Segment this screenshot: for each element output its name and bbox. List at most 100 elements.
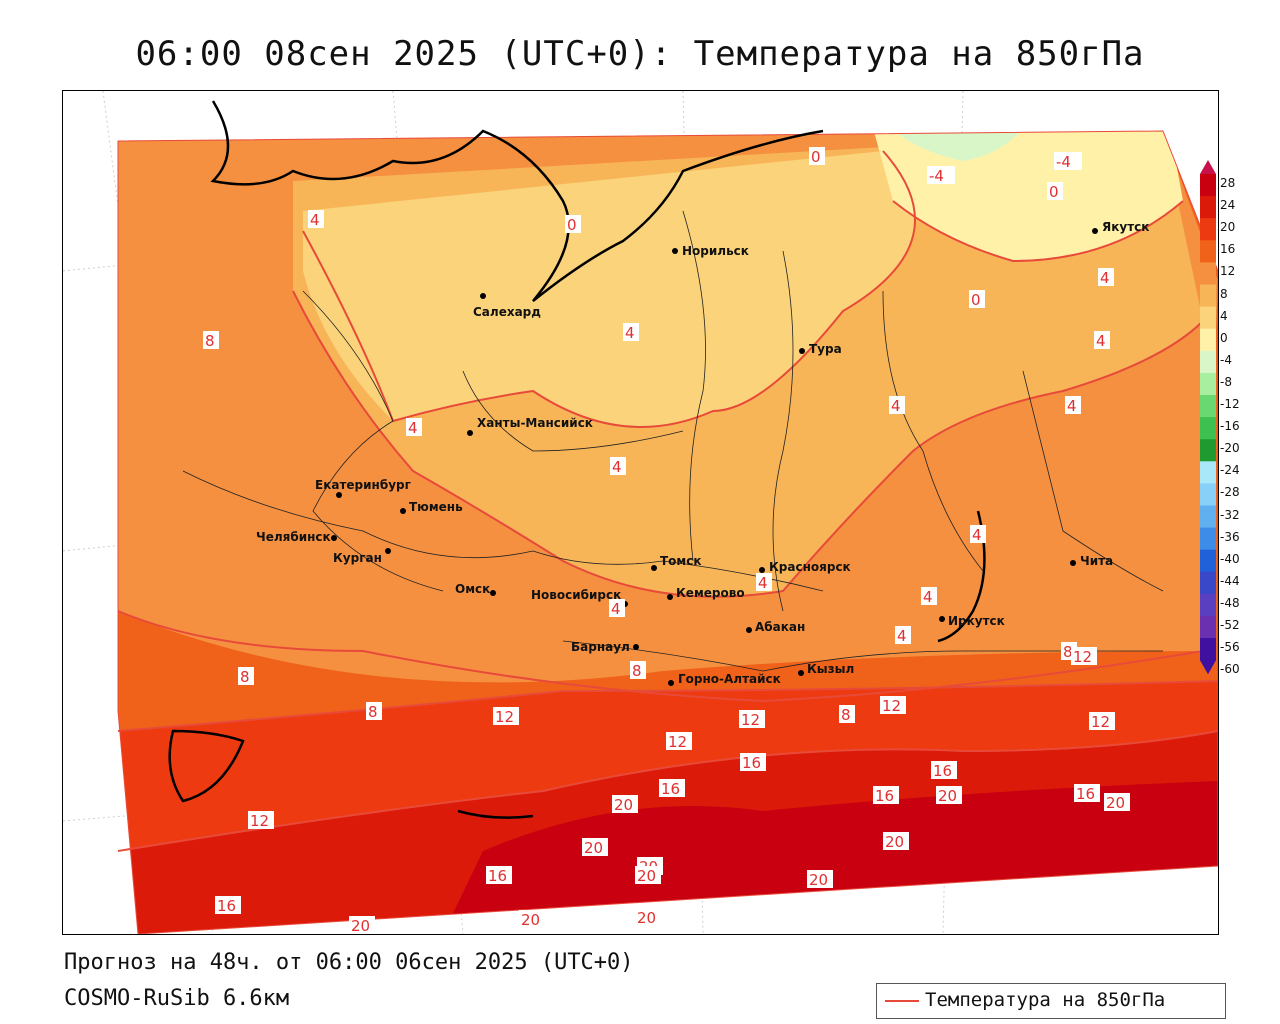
isotherm-label: 12 xyxy=(1089,712,1115,731)
colorbar-tick-label: -60 xyxy=(1220,662,1240,677)
svg-text:-4: -4 xyxy=(929,167,944,185)
isotherm-label: 4 xyxy=(895,626,911,645)
city-chelyabinsk: Челябинск xyxy=(256,530,337,544)
map-title: 06:00 08сен 2025 (UTC+0): Температура на… xyxy=(135,34,1145,74)
svg-text:4: 4 xyxy=(625,324,635,342)
colorbar-segment xyxy=(1200,461,1216,484)
svg-text:0: 0 xyxy=(1049,183,1059,201)
svg-text:4: 4 xyxy=(923,588,933,606)
legend: Температура на 850гПа xyxy=(876,983,1226,1019)
city-irkutsk: Иркутск xyxy=(939,614,1005,628)
colorbar-tick-label: -24 xyxy=(1220,463,1240,478)
legend-label: Температура на 850гПа xyxy=(925,989,1166,1011)
svg-text:4: 4 xyxy=(1096,332,1106,350)
isotherm-label: 4 xyxy=(921,587,937,606)
isotherm-label: 8 xyxy=(366,702,382,721)
colorbar-tick-label: -40 xyxy=(1220,551,1240,566)
isotherm-label: 0 xyxy=(1047,182,1063,201)
temperature-field xyxy=(118,131,1218,934)
colorbar-tick-label: -12 xyxy=(1220,397,1240,411)
colorbar-segment xyxy=(1200,616,1216,639)
isotherm-label: 4 xyxy=(1098,268,1114,287)
city-abakan: Абакан xyxy=(746,620,805,634)
city-omsk: Омск xyxy=(455,582,496,596)
colorbar-tick-label: -48 xyxy=(1220,595,1240,610)
isotherm-label: 12 xyxy=(1071,647,1097,666)
isotherm-label: 8 xyxy=(238,667,254,686)
svg-text:4: 4 xyxy=(1100,269,1110,287)
colorbar-segment xyxy=(1200,306,1216,330)
svg-text:8: 8 xyxy=(841,706,851,724)
isotherm-label: 16 xyxy=(659,779,685,798)
svg-text:20: 20 xyxy=(1106,794,1125,812)
colorbar-tick-label: 16 xyxy=(1220,242,1236,257)
svg-text:Якутск: Якутск xyxy=(1102,220,1149,234)
colorbar-tick-label: 0 xyxy=(1220,330,1228,345)
city-khanty-mansiysk: Ханты-Мансийск xyxy=(467,416,593,436)
colorbar-tick-label: -32 xyxy=(1220,507,1240,522)
svg-text:20: 20 xyxy=(637,867,656,885)
colorbar-segment xyxy=(1200,240,1216,263)
city-tura: Тура xyxy=(799,342,842,356)
colorbar-segment xyxy=(1200,505,1216,529)
isotherm-label: 12 xyxy=(739,710,765,729)
city-barnaul: Барнаул xyxy=(571,640,639,654)
svg-text:Салехард: Салехард xyxy=(473,305,541,319)
svg-text:20: 20 xyxy=(614,796,633,814)
isotherm-label: 20 xyxy=(349,916,375,934)
svg-text:20: 20 xyxy=(809,871,828,889)
svg-text:Курган: Курган xyxy=(333,551,382,565)
city-kyzyl: Кызыл xyxy=(798,662,854,676)
isotherm-label: 16 xyxy=(873,786,899,805)
svg-text:20: 20 xyxy=(885,833,904,851)
isotherm-label: 12 xyxy=(880,696,906,715)
svg-text:16: 16 xyxy=(1076,785,1095,803)
svg-text:4: 4 xyxy=(408,419,418,437)
isotherm-label: 12 xyxy=(248,811,274,830)
colorbar-segment xyxy=(1200,372,1216,396)
isotherm-labels: 0 0 0 0 -4 -4 4 4 4 4 4 4 4 4 4 4 4 4 4 … xyxy=(203,147,1130,934)
isotherm-label: -4 xyxy=(927,166,955,185)
svg-text:Омск: Омск xyxy=(455,582,490,596)
colorbar-segment xyxy=(1200,350,1216,374)
isotherm-lines xyxy=(117,150,1218,852)
svg-text:Челябинск: Челябинск xyxy=(256,530,331,544)
isotherm-label: 0 xyxy=(809,147,825,166)
svg-text:-4: -4 xyxy=(1056,153,1071,171)
svg-text:Иркутск: Иркутск xyxy=(948,614,1005,628)
colorbar-segment xyxy=(1200,262,1216,285)
legend-line-swatch xyxy=(885,1000,919,1002)
isotherm-label: 16 xyxy=(486,866,512,885)
svg-text:Барнаул: Барнаул xyxy=(571,640,630,654)
isotherm-label: 4 xyxy=(889,396,905,415)
colorbar-tick-label: 12 xyxy=(1220,264,1236,279)
colorbar-segment xyxy=(1200,571,1216,595)
svg-text:20: 20 xyxy=(351,917,370,934)
svg-text:20: 20 xyxy=(637,909,656,927)
colorbar-max-arrow xyxy=(1200,160,1216,174)
city-kemerovo: Кемерово xyxy=(667,586,745,600)
colorbar-segment xyxy=(1200,638,1216,661)
city-tomsk: Томск xyxy=(651,554,702,571)
colorbar xyxy=(1200,160,1216,694)
isotherm-label: 8 xyxy=(630,661,646,680)
isotherm-label: 12 xyxy=(666,732,692,751)
model-name: COSMO-RuSib 6.6км xyxy=(64,986,290,1011)
svg-text:Новосибирск: Новосибирск xyxy=(531,588,621,602)
svg-text:Красноярск: Красноярск xyxy=(769,560,851,574)
isotherm-label: 4 xyxy=(970,525,986,544)
colorbar-tick-label: 28 xyxy=(1220,176,1236,190)
isotherm-label: 20 xyxy=(582,838,608,857)
colorbar-tick-label: -52 xyxy=(1220,618,1240,632)
city-gorno-altaysk: Горно-Алтайск xyxy=(668,672,781,686)
colorbar-segment xyxy=(1200,439,1216,462)
isotherm-label: 4 xyxy=(756,573,772,592)
city-yekaterinburg: Екатеринбург xyxy=(315,478,411,498)
svg-text:16: 16 xyxy=(488,867,507,885)
colorbar-tick-label: -44 xyxy=(1220,573,1240,588)
city-yakutsk: Якутск xyxy=(1092,220,1149,234)
colorbar-tick-label: -20 xyxy=(1220,441,1240,456)
svg-text:Кызыл: Кызыл xyxy=(807,662,854,676)
colorbar-segment xyxy=(1200,593,1216,617)
svg-text:12: 12 xyxy=(1091,713,1110,731)
